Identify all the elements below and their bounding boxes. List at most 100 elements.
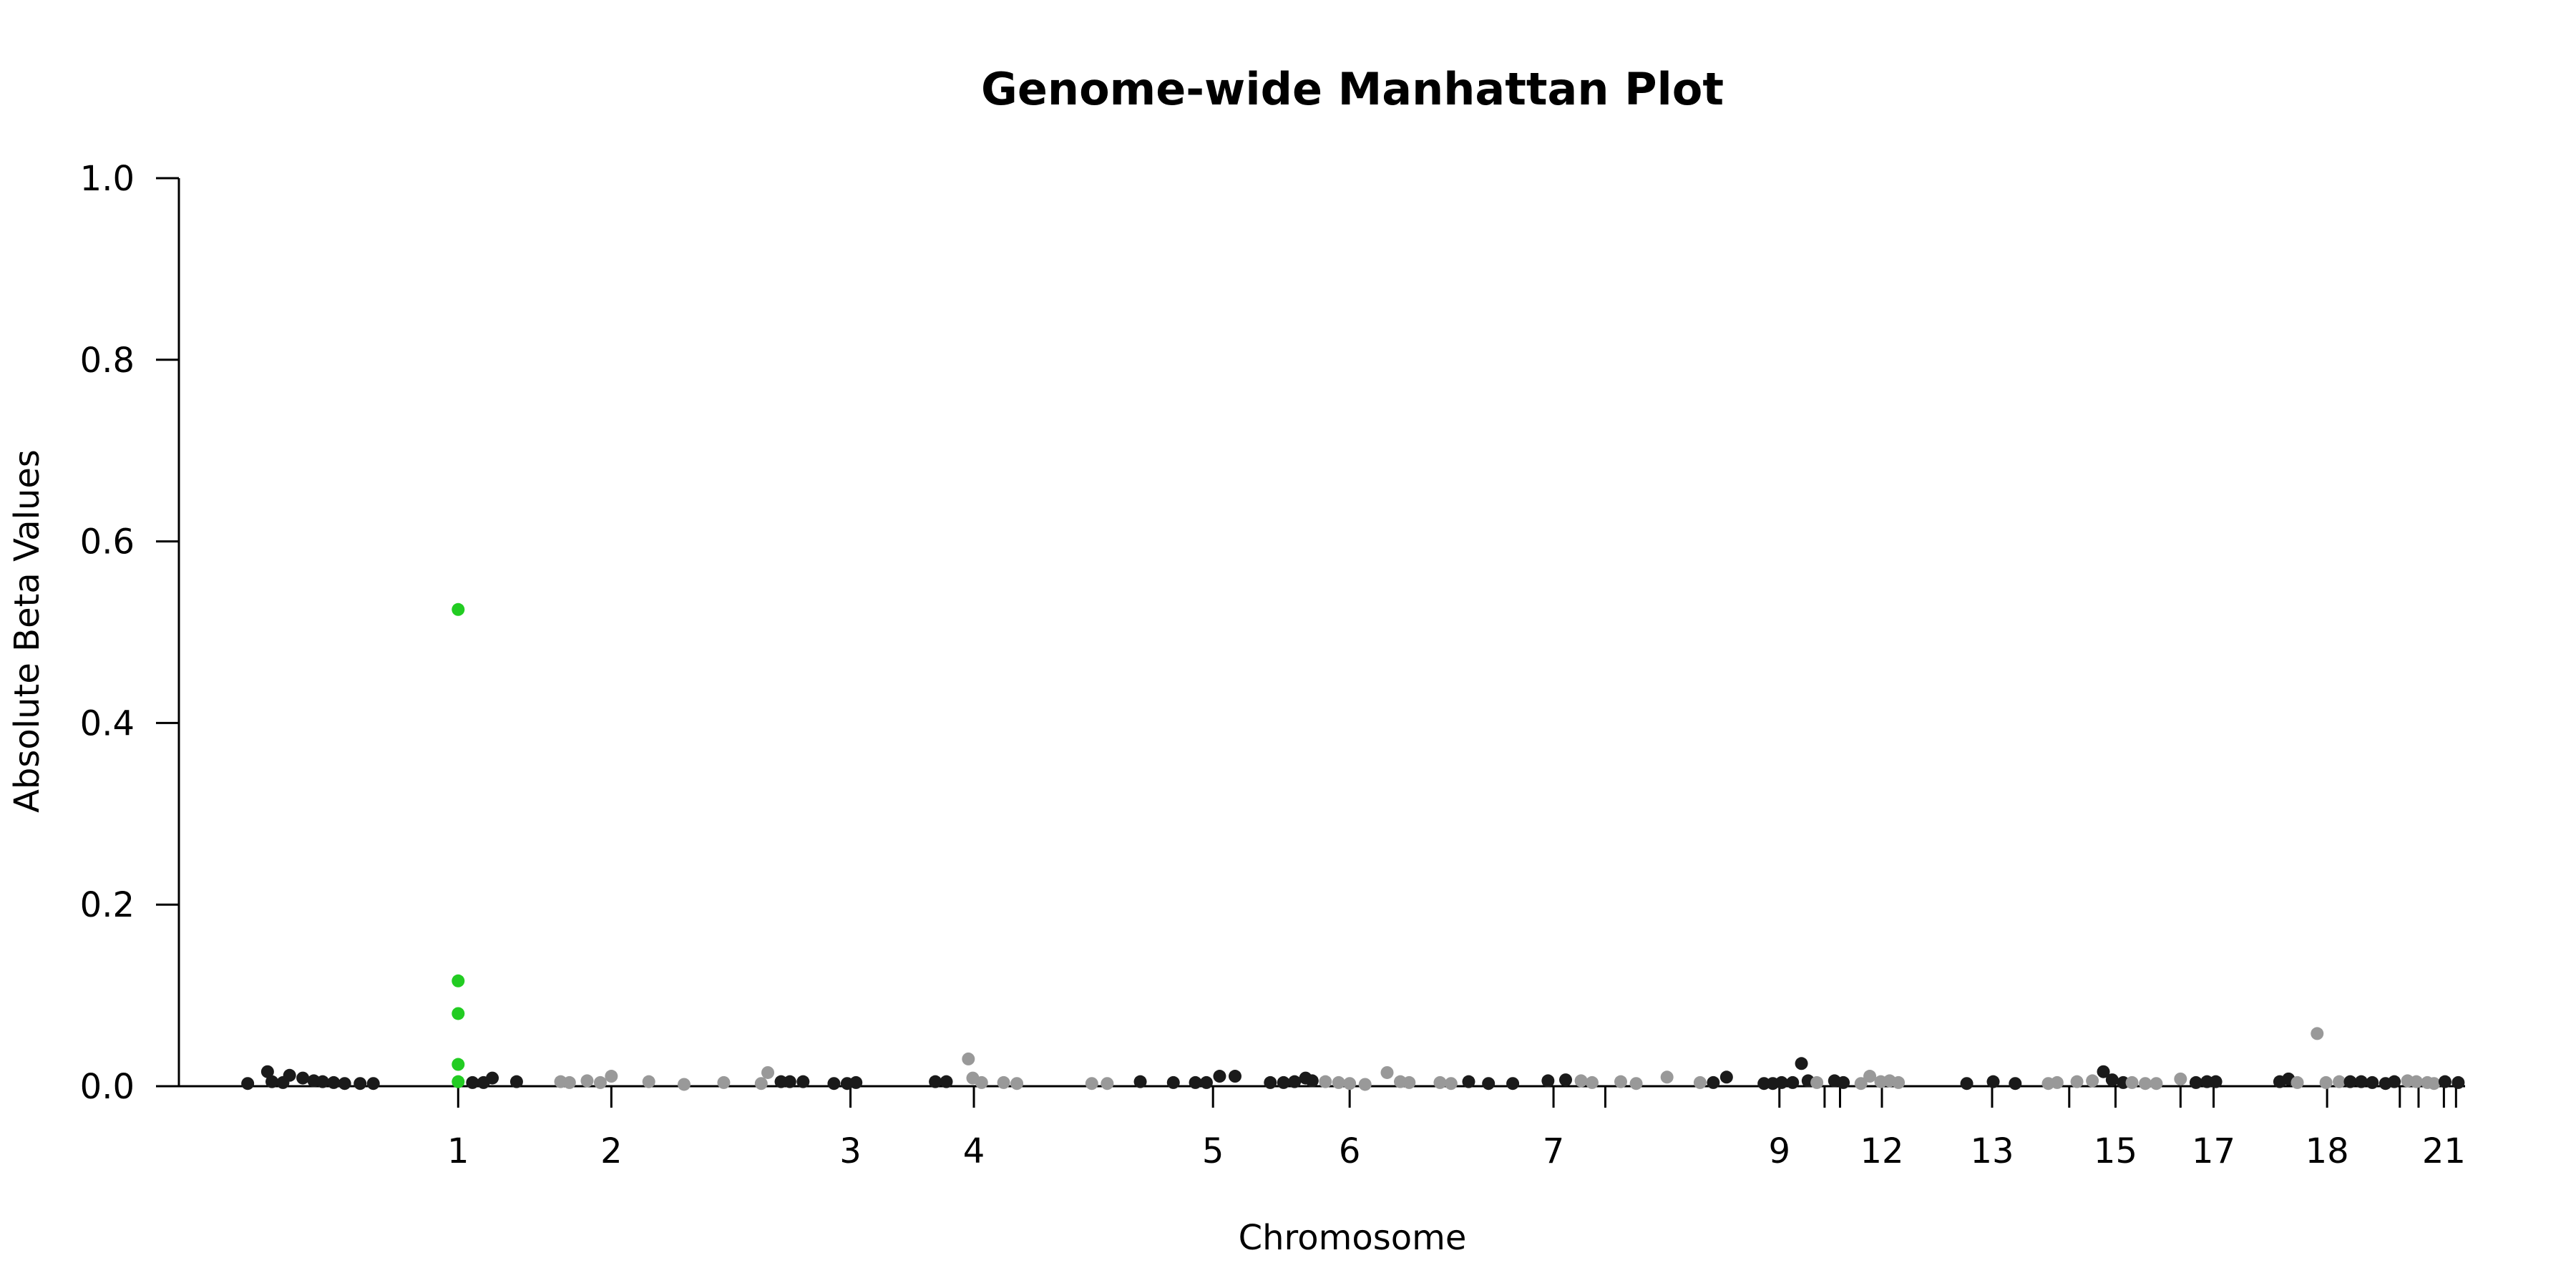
data-point <box>265 1075 279 1088</box>
data-point <box>1288 1075 1302 1088</box>
x-axis-ticks: 1 2 3 4 5 6 7 9 12 13 15 17 18 21 <box>447 1086 2466 1171</box>
data-point <box>2209 1075 2223 1088</box>
data-point <box>1277 1075 1290 1089</box>
data-point <box>1319 1075 1332 1088</box>
data-point <box>1863 1070 1877 1083</box>
x-tick-label: 17 <box>2192 1131 2235 1171</box>
data-point <box>754 1077 768 1091</box>
data-point <box>2290 1075 2304 1089</box>
data-point <box>1433 1075 1447 1089</box>
y-tick-label: 1.0 <box>80 159 135 199</box>
data-point <box>580 1074 594 1088</box>
data-point <box>2097 1065 2110 1078</box>
data-point <box>1892 1075 1906 1089</box>
data-point <box>1574 1074 1588 1088</box>
data-point <box>774 1075 788 1088</box>
data-point <box>605 1070 618 1083</box>
data-point <box>1444 1077 1458 1091</box>
data-point <box>316 1075 329 1088</box>
data-point <box>827 1077 841 1091</box>
data-point <box>2139 1077 2152 1091</box>
data-point <box>1462 1075 1475 1088</box>
data-point <box>1757 1077 1771 1091</box>
x-tick-label: 12 <box>1860 1131 1903 1171</box>
data-point <box>678 1078 691 1091</box>
data-point <box>1213 1070 1226 1083</box>
highlight-point <box>452 974 465 987</box>
data-point <box>260 1065 274 1078</box>
data-point <box>338 1077 351 1091</box>
data-point <box>241 1077 255 1091</box>
x-tick-label: 7 <box>1543 1131 1565 1171</box>
data-point <box>940 1075 953 1088</box>
data-point <box>1775 1075 1788 1089</box>
x-tick-label: 5 <box>1202 1131 1224 1171</box>
data-point <box>1986 1075 2000 1088</box>
data-point <box>2354 1075 2368 1088</box>
highlight-point <box>452 1075 465 1088</box>
data-point <box>2150 1077 2163 1091</box>
data-point <box>2200 1075 2214 1088</box>
data-point <box>2050 1075 2064 1089</box>
highlight-point <box>452 1058 465 1071</box>
y-tick-label: 0.2 <box>80 885 135 925</box>
data-point <box>1133 1075 1147 1088</box>
data-point <box>486 1071 499 1085</box>
highlight-point <box>452 1007 465 1020</box>
data-point <box>1719 1070 1733 1084</box>
data-point <box>2333 1075 2346 1088</box>
data-point <box>1960 1077 1974 1091</box>
data-point <box>1854 1077 1868 1091</box>
data-point <box>327 1075 341 1089</box>
data-point <box>1358 1078 1372 1091</box>
data-point <box>2438 1075 2451 1088</box>
data-point <box>1402 1075 1416 1089</box>
data-point <box>593 1075 607 1089</box>
x-tick-label: 3 <box>839 1131 862 1171</box>
highlight-point <box>452 602 465 616</box>
data-point <box>2388 1075 2401 1088</box>
data-point <box>1810 1075 1824 1089</box>
data-point <box>2174 1072 2187 1085</box>
data-point <box>2070 1075 2084 1088</box>
x-tick-label: 21 <box>2422 1131 2466 1171</box>
data-point <box>1541 1074 1555 1088</box>
data-point <box>283 1068 296 1082</box>
data-point <box>962 1052 975 1065</box>
data-point <box>761 1065 775 1079</box>
data-point <box>353 1077 367 1091</box>
data-point <box>1380 1065 1394 1079</box>
data-point <box>2311 1027 2324 1040</box>
x-tick-label: 1 <box>447 1131 469 1171</box>
chart-title: Genome-wide Manhattan Plot <box>981 63 1724 115</box>
data-point <box>2319 1075 2333 1089</box>
data-point <box>1166 1075 1180 1089</box>
x-axis-label: Chromosome <box>1239 1218 1467 1258</box>
x-tick-label: 15 <box>2094 1131 2137 1171</box>
data-point <box>1332 1075 1345 1089</box>
data-point <box>2117 1075 2130 1089</box>
data-point <box>1101 1077 1114 1091</box>
y-tick-label: 0.6 <box>80 522 135 562</box>
data-point <box>1629 1077 1643 1091</box>
x-tick-label: 2 <box>600 1131 623 1171</box>
x-tick-label: 6 <box>1339 1131 1361 1171</box>
data-point <box>2366 1075 2379 1089</box>
data-point <box>796 1075 810 1088</box>
y-tick-label: 0.8 <box>80 341 135 381</box>
data-point <box>2189 1075 2202 1089</box>
data-point <box>717 1075 731 1089</box>
data-point <box>1085 1077 1098 1091</box>
data-point <box>1482 1077 1496 1091</box>
data-point <box>1707 1075 1720 1089</box>
data-point <box>2409 1075 2423 1088</box>
data-point <box>1305 1074 1319 1088</box>
data-point <box>2105 1073 2119 1087</box>
data-point <box>642 1075 655 1088</box>
data-point <box>1693 1075 1707 1089</box>
data-point <box>1614 1075 1627 1088</box>
x-tick-label: 4 <box>963 1131 985 1171</box>
data-point <box>562 1075 576 1089</box>
data-point <box>975 1075 988 1089</box>
